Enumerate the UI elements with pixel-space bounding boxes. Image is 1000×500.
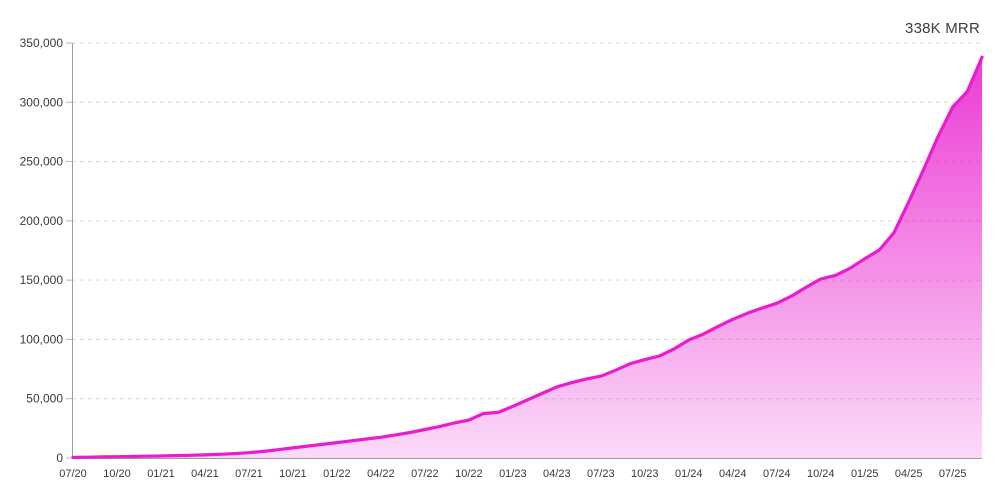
y-tick-label: 250,000 (20, 155, 64, 169)
y-tick-label: 350,000 (20, 36, 64, 50)
mrr-area-fill (73, 57, 982, 458)
x-tick-label: 07/23 (587, 468, 615, 480)
x-tick-label: 04/25 (895, 468, 923, 480)
y-tick-label: 300,000 (20, 95, 64, 109)
x-tick-label: 04/23 (543, 468, 571, 480)
x-tick-label: 07/24 (763, 468, 791, 480)
x-tick-label: 04/24 (719, 468, 747, 480)
x-tick-label: 07/25 (939, 468, 967, 480)
x-tick-label: 04/22 (367, 468, 395, 480)
x-tick-label: 01/21 (147, 468, 175, 480)
x-tick-label: 01/24 (675, 468, 703, 480)
y-tick-label: 200,000 (20, 214, 64, 228)
x-tick-label: 10/22 (455, 468, 483, 480)
x-tick-label: 01/25 (851, 468, 879, 480)
y-tick-label: 50,000 (26, 392, 63, 406)
x-tick-label: 01/23 (499, 468, 527, 480)
x-tick-label: 07/20 (59, 468, 87, 480)
x-tick-label: 10/20 (103, 468, 131, 480)
y-tick-label: 0 (56, 451, 63, 465)
y-tick-label: 100,000 (20, 332, 64, 346)
mrr-total-badge: 338K MRR (905, 20, 980, 37)
x-tick-label: 04/21 (191, 468, 219, 480)
x-tick-label: 01/22 (323, 468, 351, 480)
x-tick-label: 10/23 (631, 468, 659, 480)
axes: 0 50,000 100,000 150,000 200,000 250,000 300,0… (20, 36, 982, 480)
x-tick-label: 10/21 (279, 468, 307, 480)
x-tick-label: 07/21 (235, 468, 263, 480)
y-tick-label: 150,000 (20, 273, 64, 287)
mrr-line (71, 55, 984, 460)
x-tick-label: 07/22 (411, 468, 439, 480)
x-tick-label: 10/24 (807, 468, 835, 480)
